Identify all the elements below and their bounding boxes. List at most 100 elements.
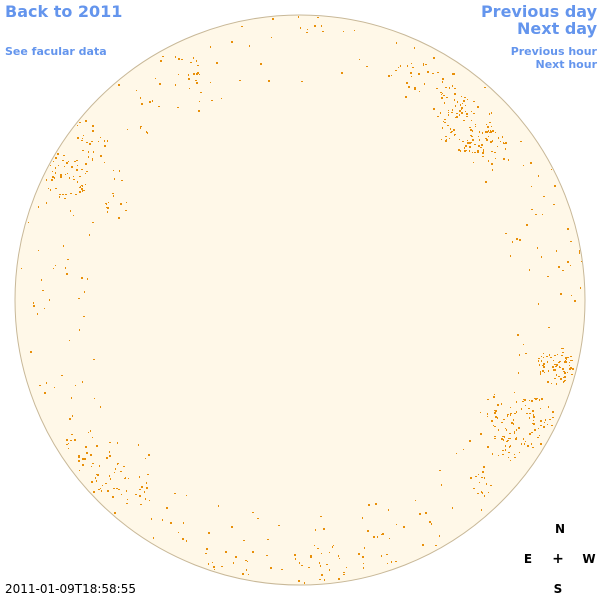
- facula-point: [427, 71, 429, 73]
- facula-point: [411, 63, 412, 64]
- facula-point: [299, 562, 300, 564]
- previous-hour-link[interactable]: Previous hour: [510, 45, 597, 58]
- facula-point: [315, 529, 316, 531]
- facula-point: [505, 428, 506, 429]
- facula-point: [178, 532, 179, 533]
- facula-point: [71, 434, 73, 435]
- facula-point: [341, 72, 343, 74]
- facula-point: [492, 140, 493, 142]
- facula-point: [114, 178, 115, 180]
- facula-point: [72, 415, 73, 417]
- facula-point: [570, 241, 572, 242]
- previous-day-link[interactable]: Previous day: [480, 2, 597, 21]
- facula-point: [446, 97, 448, 98]
- facula-point: [375, 503, 377, 505]
- facula-point: [462, 103, 463, 104]
- facula-point: [146, 482, 147, 484]
- facula-point: [149, 500, 150, 501]
- facula-point: [561, 355, 563, 356]
- facula-point: [529, 433, 531, 435]
- facula-point: [278, 525, 280, 526]
- facula-point: [552, 366, 554, 368]
- facula-point: [536, 398, 538, 399]
- facula-point: [343, 572, 345, 573]
- facula-point: [519, 239, 521, 241]
- facula-point: [270, 567, 272, 569]
- facula-point: [495, 410, 497, 412]
- facula-point: [508, 159, 509, 161]
- facula-point: [126, 503, 128, 504]
- facula-point: [457, 101, 458, 103]
- facula-point: [488, 160, 489, 162]
- facula-point: [107, 207, 109, 209]
- facula-point: [398, 67, 399, 68]
- facula-point: [419, 513, 421, 515]
- facula-point: [486, 139, 488, 141]
- facula-point: [366, 66, 368, 67]
- facula-point: [245, 560, 247, 561]
- facula-point: [562, 270, 564, 271]
- facula-point: [81, 185, 82, 186]
- facula-point: [511, 422, 513, 424]
- facula-point: [469, 142, 471, 144]
- facula-point: [126, 490, 127, 492]
- facula-point: [539, 364, 540, 366]
- facula-point: [497, 405, 499, 406]
- facula-point: [414, 47, 415, 49]
- facula-point: [494, 426, 496, 427]
- facula-point: [70, 440, 72, 441]
- facula-point: [151, 518, 152, 520]
- facula-point: [479, 482, 480, 483]
- facula-point: [189, 88, 190, 89]
- facula-point: [510, 407, 511, 408]
- facula-point: [120, 471, 122, 472]
- facula-point: [470, 477, 472, 479]
- facula-point: [501, 403, 502, 405]
- facula-point: [491, 163, 493, 165]
- facula-point: [214, 569, 215, 570]
- facula-point: [314, 25, 316, 27]
- facula-point: [449, 87, 450, 89]
- facula-point: [461, 96, 462, 97]
- facula-point: [92, 160, 93, 161]
- facula-point: [469, 127, 471, 128]
- facula-point: [477, 152, 479, 153]
- facula-point: [271, 37, 272, 38]
- facula-point: [514, 454, 515, 455]
- next-day-link[interactable]: Next day: [517, 19, 597, 38]
- see-facular-data-link[interactable]: See facular data: [5, 45, 107, 58]
- facula-point: [100, 488, 101, 489]
- facula-point: [562, 368, 564, 370]
- facula-point: [544, 372, 545, 373]
- facula-point: [560, 293, 562, 295]
- solar-disk: [14, 14, 586, 586]
- facula-point: [456, 453, 457, 454]
- facula-point: [462, 141, 464, 142]
- facula-point: [477, 493, 479, 494]
- facula-point: [579, 250, 580, 252]
- facula-point: [73, 179, 75, 180]
- facula-point: [481, 509, 482, 511]
- facula-point: [381, 534, 383, 535]
- next-hour-link[interactable]: Next hour: [535, 58, 598, 71]
- facula-point: [88, 156, 89, 158]
- facula-point: [460, 104, 461, 106]
- facula-point: [174, 493, 176, 494]
- back-to-year-link[interactable]: Back to 2011: [5, 2, 123, 21]
- facula-point: [59, 194, 61, 195]
- facula-point: [67, 173, 68, 174]
- facula-point: [437, 116, 439, 117]
- facula-point: [107, 140, 108, 142]
- facula-point: [444, 122, 446, 123]
- facula-point: [538, 175, 539, 177]
- facula-point: [521, 443, 522, 445]
- facula-point: [395, 70, 397, 71]
- facula-point: [477, 150, 479, 152]
- facula-point: [519, 354, 520, 356]
- facula-point: [66, 162, 68, 164]
- facula-point: [505, 142, 507, 144]
- facula-point: [97, 474, 98, 476]
- facula-point: [162, 56, 164, 57]
- facula-point: [85, 446, 87, 448]
- facula-point: [485, 138, 487, 139]
